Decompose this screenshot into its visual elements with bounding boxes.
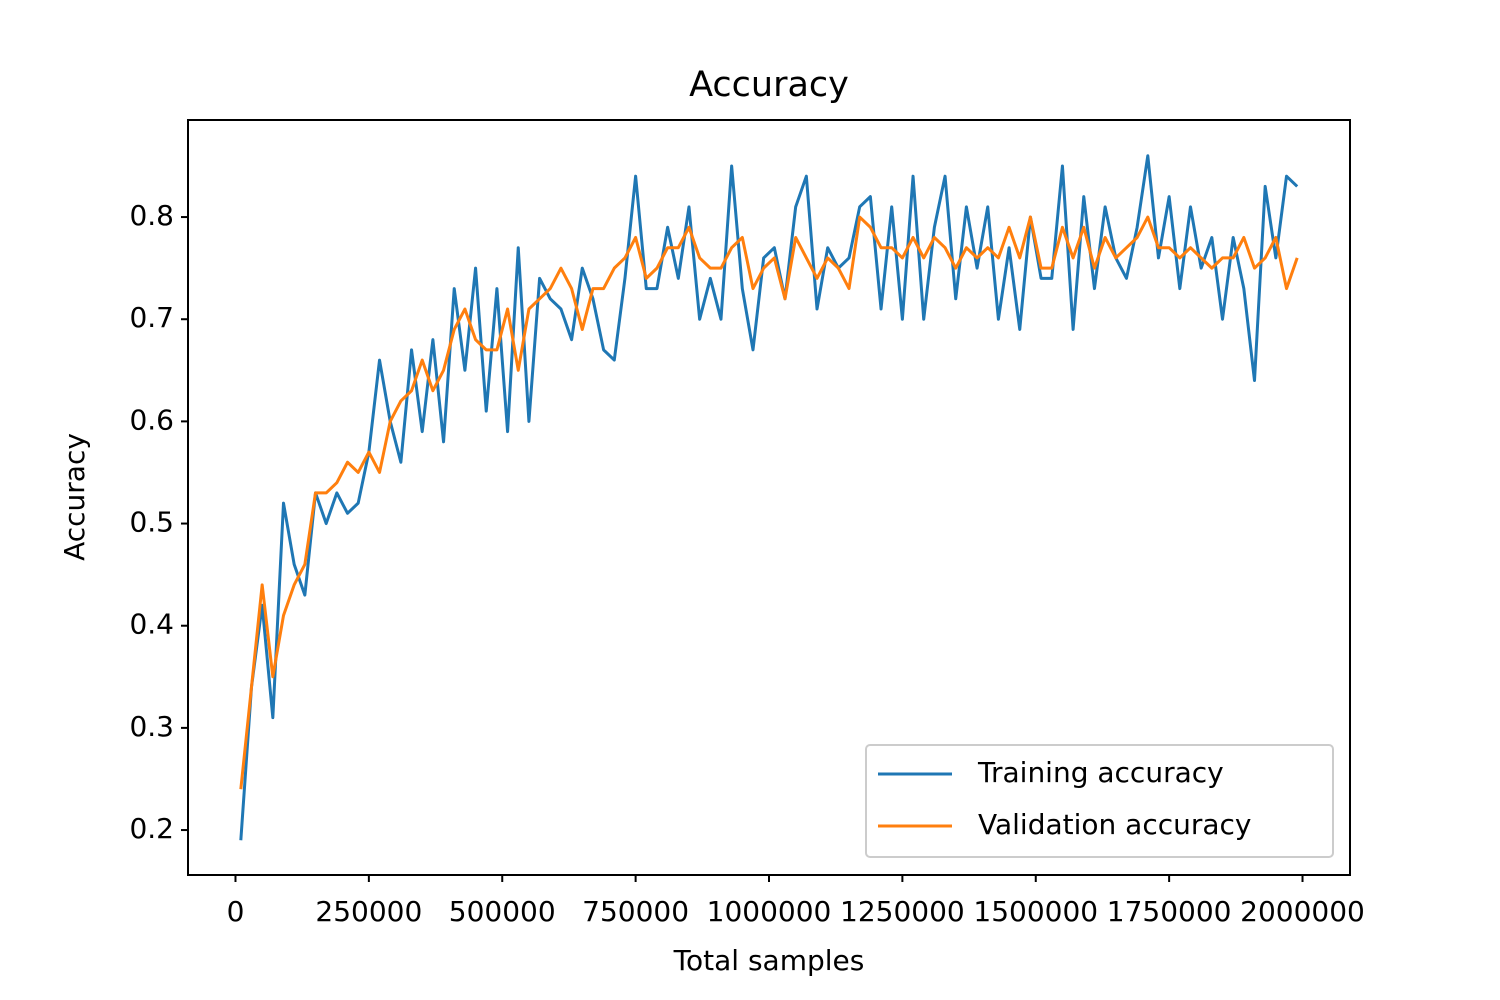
data-line	[239, 215, 1299, 790]
plot-frame	[187, 119, 1351, 876]
y-tick-label: 0.8	[129, 199, 174, 232]
y-tick-label: 0.5	[129, 506, 174, 539]
x-tick-label: 750000	[582, 895, 689, 928]
legend: Training accuracy Validation accuracy	[865, 744, 1334, 858]
x-tick-label: 1250000	[840, 895, 965, 928]
y-tick-label: 0.3	[129, 710, 174, 743]
data-line	[239, 154, 1299, 841]
chart-title: Accuracy	[689, 65, 849, 105]
legend-label: Training accuracy	[977, 756, 1224, 789]
legend-label: Validation accuracy	[978, 808, 1252, 841]
x-tick-label: 2000000	[1240, 895, 1365, 928]
x-tick-label: 1000000	[707, 895, 832, 928]
x-axis-label: Total samples	[673, 944, 865, 977]
x-tick-label: 500000	[449, 895, 556, 928]
y-axis-label: Accuracy	[58, 433, 91, 561]
x-tick-label: 1500000	[973, 895, 1098, 928]
x-tick-label: 0	[227, 895, 245, 928]
legend-box	[865, 744, 1334, 858]
x-tick-label: 1750000	[1107, 895, 1232, 928]
y-tick-label: 0.2	[129, 812, 174, 845]
y-tick-label: 0.7	[129, 301, 174, 334]
y-tick-label: 0.4	[129, 608, 174, 641]
x-tick-label: 250000	[315, 895, 422, 928]
y-tick-label: 0.6	[129, 403, 174, 436]
